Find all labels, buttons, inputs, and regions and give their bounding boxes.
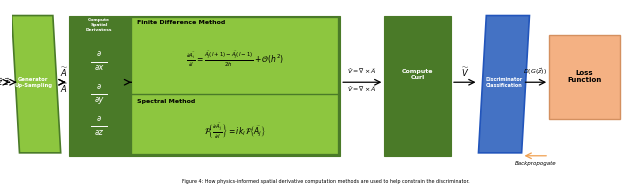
Text: $\hat{V} = \nabla \times \widetilde{A}$: $\hat{V} = \nabla \times \widetilde{A}$ bbox=[347, 84, 377, 94]
Bar bbox=[549, 35, 620, 118]
Polygon shape bbox=[12, 16, 61, 153]
Text: $D(G(\vec{z}))$: $D(G(\vec{z}))$ bbox=[524, 66, 547, 77]
Text: Spectral Method: Spectral Method bbox=[137, 99, 195, 104]
Text: Finite Difference Method: Finite Difference Method bbox=[137, 20, 225, 25]
Bar bbox=[132, 18, 337, 153]
Text: $\mathcal{F}\!\left\{\frac{\partial \widetilde{A}_j}{\partial l}\right\} = ik_l\: $\mathcal{F}\!\left\{\frac{\partial \wid… bbox=[204, 122, 266, 141]
Text: Figure 4: How physics-informed spatial derivative computation methods are used t: Figure 4: How physics-informed spatial d… bbox=[182, 179, 469, 184]
Text: $\frac{\partial \widetilde{A}_i}{\partial l} = \frac{\widetilde{A}_j(l+1) - \wid: $\frac{\partial \widetilde{A}_i}{\partia… bbox=[186, 50, 284, 69]
Text: $\hat{V} = \nabla \times \widetilde{A}$: $\hat{V} = \nabla \times \widetilde{A}$ bbox=[347, 67, 377, 76]
Text: ∂: ∂ bbox=[97, 49, 101, 58]
Bar bbox=[385, 16, 451, 156]
Text: Compute
Spatial
Derivatess: Compute Spatial Derivatess bbox=[86, 18, 112, 32]
Bar bbox=[68, 16, 129, 156]
Polygon shape bbox=[479, 16, 529, 153]
Text: ∂z: ∂z bbox=[95, 128, 103, 137]
Text: ∂y: ∂y bbox=[94, 95, 104, 104]
Text: $\vec{z}$: $\vec{z}$ bbox=[3, 76, 10, 88]
Text: Discriminator
Classification: Discriminator Classification bbox=[485, 77, 522, 88]
Text: Loss
Function: Loss Function bbox=[567, 70, 602, 83]
Text: $\widetilde{V}$: $\widetilde{V}$ bbox=[461, 66, 469, 79]
Text: ∂: ∂ bbox=[97, 114, 101, 123]
Text: $\widetilde{A}$: $\widetilde{A}$ bbox=[60, 82, 69, 95]
Text: $\vec{z}$: $\vec{z}$ bbox=[0, 76, 4, 88]
Text: $\widetilde{A}$: $\widetilde{A}$ bbox=[60, 66, 69, 79]
Bar bbox=[129, 16, 340, 156]
Text: ∂: ∂ bbox=[97, 82, 101, 91]
Text: ∂x: ∂x bbox=[94, 63, 104, 72]
Text: Compute
Curl: Compute Curl bbox=[402, 69, 433, 80]
Text: Backpropogate: Backpropogate bbox=[515, 161, 556, 166]
Text: Generator
Up-Sampling: Generator Up-Sampling bbox=[14, 77, 52, 88]
